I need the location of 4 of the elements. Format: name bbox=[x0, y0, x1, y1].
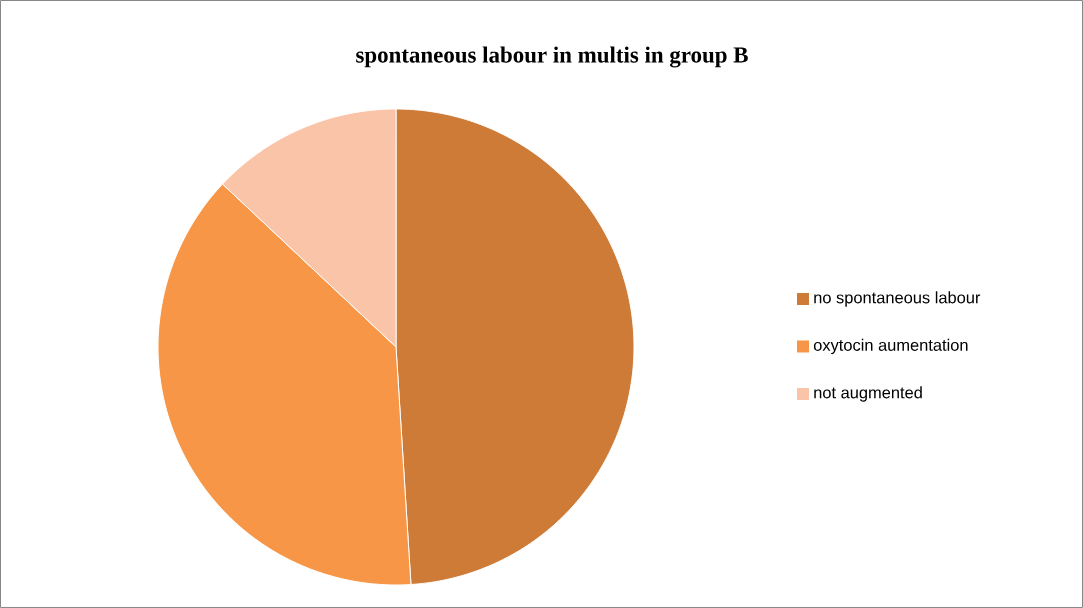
legend-label: no spontaneous labour bbox=[814, 291, 981, 307]
legend-label: not augmented bbox=[814, 386, 922, 402]
legend-label: oxytocin aumentation bbox=[813, 338, 968, 355]
chart-title: spontaneous labour in multis in group B bbox=[356, 46, 748, 68]
